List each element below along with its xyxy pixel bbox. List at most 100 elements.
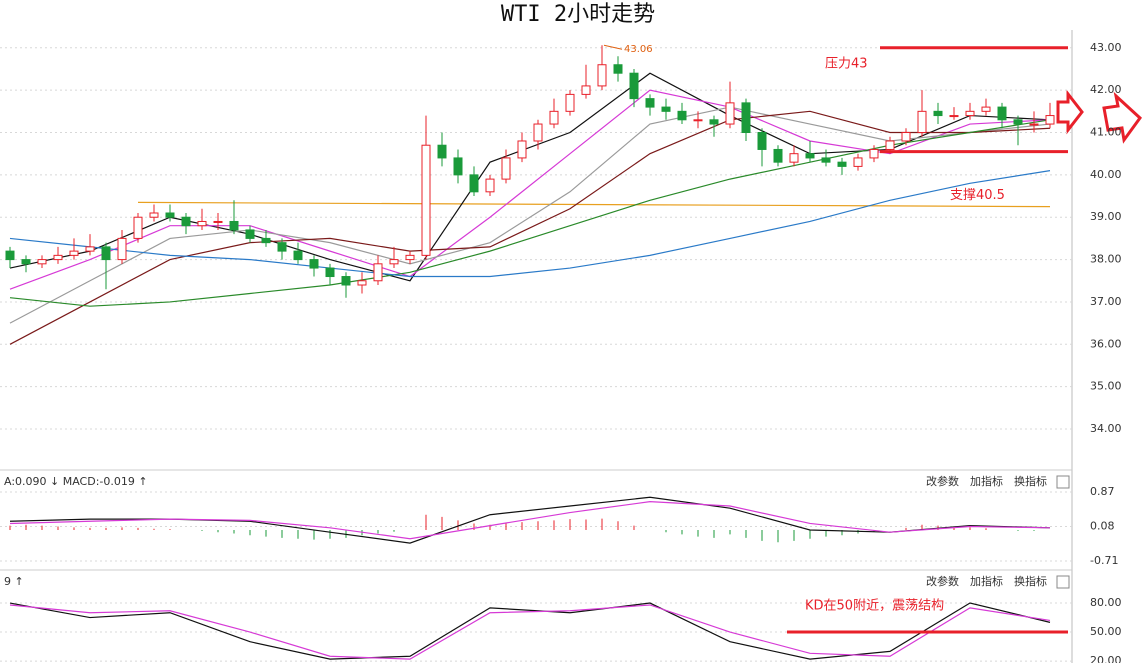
candle-body: [117, 237, 127, 261]
y-tick-label: -0.71: [1090, 554, 1118, 567]
indicator-line: [9, 604, 1051, 660]
y-tick-label: 41.00: [1090, 126, 1122, 139]
candle-body: [757, 132, 767, 150]
y-tick-label: 42.00: [1090, 83, 1122, 96]
candle-body: [1029, 123, 1039, 126]
candle-body: [565, 93, 575, 112]
y-tick-label: 34.00: [1090, 422, 1122, 435]
candle-body: [581, 85, 591, 95]
candle-body: [789, 153, 799, 163]
candle-body: [21, 259, 31, 265]
indicator-header: A:0.090 ↓ MACD:-0.019 ↑: [4, 475, 148, 488]
candle-body: [37, 259, 47, 265]
candle-body: [981, 106, 991, 112]
candle-body: [213, 220, 223, 223]
candle-body: [421, 144, 431, 256]
candle-body: [229, 220, 239, 231]
candle-body: [101, 246, 111, 261]
candle-body: [485, 178, 495, 193]
candle-body: [773, 148, 783, 163]
indicator-line: [9, 106, 1051, 324]
close-button[interactable]: [1056, 475, 1070, 489]
y-tick-label: 80.00: [1090, 596, 1122, 609]
toolbar-button[interactable]: 改参数: [926, 474, 959, 488]
candle-body: [165, 212, 175, 218]
candle-body: [837, 161, 847, 167]
toolbar-button[interactable]: 换指标: [1014, 474, 1047, 488]
y-tick-label: 36.00: [1090, 337, 1122, 350]
candle-body: [661, 106, 671, 112]
indicator-line: [9, 110, 1051, 345]
candle-body: [997, 106, 1007, 121]
candle-body: [437, 144, 447, 159]
candle-body: [341, 276, 351, 286]
candle-body: [325, 267, 335, 278]
candle-body: [709, 119, 719, 125]
candle-body: [517, 140, 527, 159]
candle-body: [261, 237, 271, 244]
indicator-header: 9 ↑: [4, 575, 24, 588]
candle-body: [357, 280, 367, 286]
arrow-icon: [1102, 91, 1143, 144]
candle-body: [741, 102, 751, 134]
candle-body: [869, 148, 879, 159]
indicator-line: [9, 119, 1051, 307]
candle-body: [133, 216, 143, 239]
candle-body: [1045, 115, 1055, 125]
level-label: 支撑40.5: [950, 188, 1005, 203]
toolbar-button[interactable]: 加指标: [970, 574, 1003, 588]
arrow-icon: [1056, 89, 1084, 135]
candle-body: [533, 123, 543, 142]
candle-body: [197, 220, 207, 227]
level-label: 压力43: [825, 56, 868, 71]
candle-body: [965, 110, 975, 117]
candle-body: [245, 229, 255, 239]
candle-body: [821, 157, 831, 163]
y-tick-label: 50.00: [1090, 625, 1122, 638]
toolbar-button[interactable]: 改参数: [926, 574, 959, 588]
y-tick-label: 0.87: [1090, 485, 1115, 498]
candle-body: [149, 212, 159, 218]
trend-line: [137, 201, 1051, 208]
candle-body: [901, 132, 911, 142]
candle-body: [85, 246, 95, 252]
candle-body: [629, 72, 639, 100]
y-tick-label: 38.00: [1090, 253, 1122, 266]
candle-body: [469, 174, 479, 193]
toolbar-button[interactable]: 换指标: [1014, 574, 1047, 588]
candle-body: [677, 110, 687, 121]
candle-body: [277, 242, 287, 252]
close-button[interactable]: [1056, 575, 1070, 589]
candle-body: [53, 254, 63, 261]
max-pointer: [603, 44, 623, 50]
chart-title: WTI 2小时走势: [501, 2, 655, 27]
indicator-line: [9, 602, 1051, 660]
indicator-line: [9, 170, 1051, 278]
candle-body: [645, 98, 655, 108]
candle-body: [405, 254, 415, 261]
candle-body: [853, 157, 863, 167]
max-label: 43.06: [624, 44, 653, 55]
y-tick-label: 35.00: [1090, 380, 1122, 393]
level-label: KD在50附近，震荡结构: [805, 599, 944, 614]
candle-body: [501, 157, 511, 180]
y-tick-label: 43.00: [1090, 41, 1122, 54]
candle-body: [693, 119, 703, 122]
y-tick-label: 0.08: [1090, 520, 1115, 533]
candle-body: [725, 102, 735, 125]
toolbar-button[interactable]: 加指标: [970, 474, 1003, 488]
candle-body: [293, 250, 303, 261]
candle-body: [1013, 119, 1023, 125]
candle-body: [69, 250, 79, 256]
candle-body: [613, 64, 623, 74]
candle-body: [181, 216, 191, 227]
candle-body: [373, 263, 383, 282]
candle-body: [805, 153, 815, 159]
candle-body: [597, 64, 607, 87]
candle-body: [309, 259, 319, 269]
candle-body: [549, 110, 559, 125]
candle-body: [949, 115, 959, 118]
y-tick-label: 39.00: [1090, 210, 1122, 223]
candle-body: [917, 110, 927, 134]
